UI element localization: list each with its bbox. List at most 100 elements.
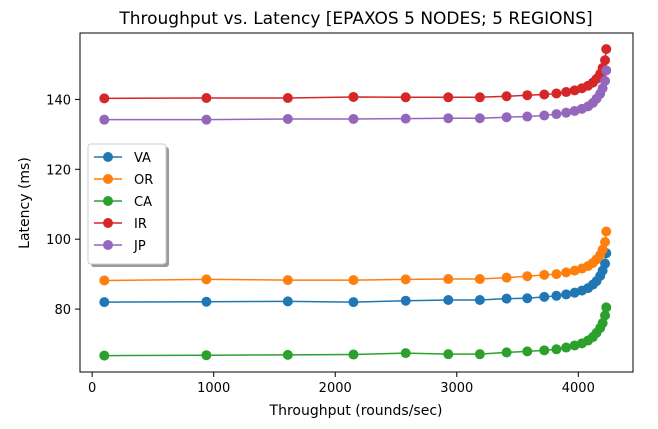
data-point-ir-3 [348, 91, 359, 102]
data-point-ir-5 [443, 92, 454, 103]
data-point-ca-3 [348, 349, 359, 360]
data-point-jp-20 [601, 65, 612, 76]
y-tick-label-120: 120 [46, 163, 71, 178]
legend-box [87, 143, 167, 265]
data-point-jp-1 [201, 114, 212, 125]
data-point-ca-18 [597, 318, 608, 329]
data-point-ca-10 [551, 344, 562, 355]
data-point-va-1 [201, 296, 212, 307]
y-axis-label: Latency (ms) [17, 157, 33, 249]
data-point-or-3 [348, 275, 359, 286]
data-point-jp-10 [551, 109, 562, 120]
y-tick-label-100: 100 [46, 233, 71, 248]
legend-entry-va: VA [94, 151, 151, 166]
data-point-jp-0 [99, 114, 110, 125]
legend: VA OR CA IR JP [87, 143, 169, 267]
data-point-va-7 [501, 293, 512, 304]
data-point-jp-7 [501, 112, 512, 123]
data-point-jp-5 [443, 113, 454, 124]
data-point-jp-8 [522, 111, 533, 122]
series-ca [99, 302, 612, 361]
legend-entry-jp: JP [94, 239, 146, 254]
data-point-ca-7 [501, 347, 512, 358]
data-point-jp-19 [600, 75, 611, 86]
data-point-ca-0 [99, 350, 110, 361]
data-point-ir-9 [539, 89, 550, 100]
axes: 0 1000 2000 3000 4000 80 100 120 140 [46, 32, 634, 396]
data-point-ir-0 [99, 93, 110, 104]
data-point-ir-6 [474, 92, 485, 103]
data-point-ca-9 [539, 345, 550, 356]
legend-label-ca: CA [134, 195, 152, 210]
data-point-ir-4 [400, 92, 411, 103]
data-point-ca-8 [522, 346, 533, 357]
y-tick-label-80: 80 [54, 303, 71, 318]
data-point-va-11 [561, 289, 572, 300]
plot-area [99, 44, 612, 361]
legend-entry-ca: CA [94, 195, 152, 210]
legend-marker-or [103, 174, 113, 184]
chart-title: Throughput vs. Latency [EPAXOS 5 NODES; … [118, 9, 592, 29]
data-point-ir-10 [551, 88, 562, 99]
legend-marker-ca [103, 196, 113, 206]
data-point-ca-19 [600, 310, 611, 321]
legend-entry-ir: IR [94, 217, 147, 232]
data-point-va-3 [348, 297, 359, 308]
data-point-ca-20 [601, 302, 612, 313]
data-point-or-0 [99, 275, 110, 286]
data-point-or-4 [400, 274, 411, 285]
axes-frame [79, 32, 634, 373]
data-point-ir-11 [561, 87, 572, 98]
data-point-or-18 [597, 244, 608, 255]
data-point-jp-3 [348, 113, 359, 124]
legend-marker-jp [103, 240, 113, 250]
legend-label-ir: IR [134, 217, 147, 232]
x-tick-label-0: 0 [88, 381, 96, 396]
data-point-va-4 [400, 295, 411, 306]
data-point-ir-19 [600, 55, 611, 66]
legend-marker-ir [103, 218, 113, 228]
data-point-va-0 [99, 297, 110, 308]
legend-label-jp: JP [133, 239, 146, 254]
data-point-ca-1 [201, 350, 212, 361]
x-tick-label-1000: 1000 [197, 381, 230, 396]
x-tick-label-3000: 3000 [440, 381, 473, 396]
data-point-ca-5 [443, 349, 454, 360]
legend-entry-or: OR [94, 173, 153, 188]
data-point-or-5 [443, 274, 454, 285]
y-tick-label-140: 140 [46, 93, 71, 108]
data-point-jp-11 [561, 107, 572, 118]
data-point-or-9 [539, 269, 550, 280]
data-point-or-6 [474, 274, 485, 285]
data-point-jp-2 [282, 113, 293, 124]
data-point-ca-4 [400, 348, 411, 359]
x-tick-label-2000: 2000 [319, 381, 352, 396]
data-point-va-9 [539, 291, 550, 302]
data-point-or-7 [501, 272, 512, 283]
data-point-va-10 [551, 290, 562, 301]
series-jp [99, 65, 612, 125]
legend-label-va: VA [134, 151, 151, 166]
data-point-ir-8 [522, 90, 533, 101]
data-point-or-20 [601, 226, 612, 237]
data-point-ca-6 [474, 349, 485, 360]
series-va [99, 248, 612, 308]
data-point-or-19 [600, 236, 611, 247]
series-line-ir [104, 48, 608, 100]
data-point-or-8 [522, 271, 533, 282]
data-point-va-5 [443, 295, 454, 306]
series-ir [99, 44, 612, 104]
legend-marker-va [103, 152, 113, 162]
data-point-va-6 [474, 295, 485, 306]
data-point-jp-6 [474, 113, 485, 124]
data-point-or-1 [201, 274, 212, 285]
data-point-va-8 [522, 293, 533, 304]
x-tick-label-4000: 4000 [562, 381, 595, 396]
data-point-va-2 [282, 296, 293, 307]
data-point-ca-2 [282, 349, 293, 360]
data-point-jp-4 [400, 113, 411, 124]
x-axis-label: Throughput (rounds/sec) [269, 403, 443, 419]
data-point-va-19 [600, 258, 611, 269]
data-point-or-11 [561, 267, 572, 278]
